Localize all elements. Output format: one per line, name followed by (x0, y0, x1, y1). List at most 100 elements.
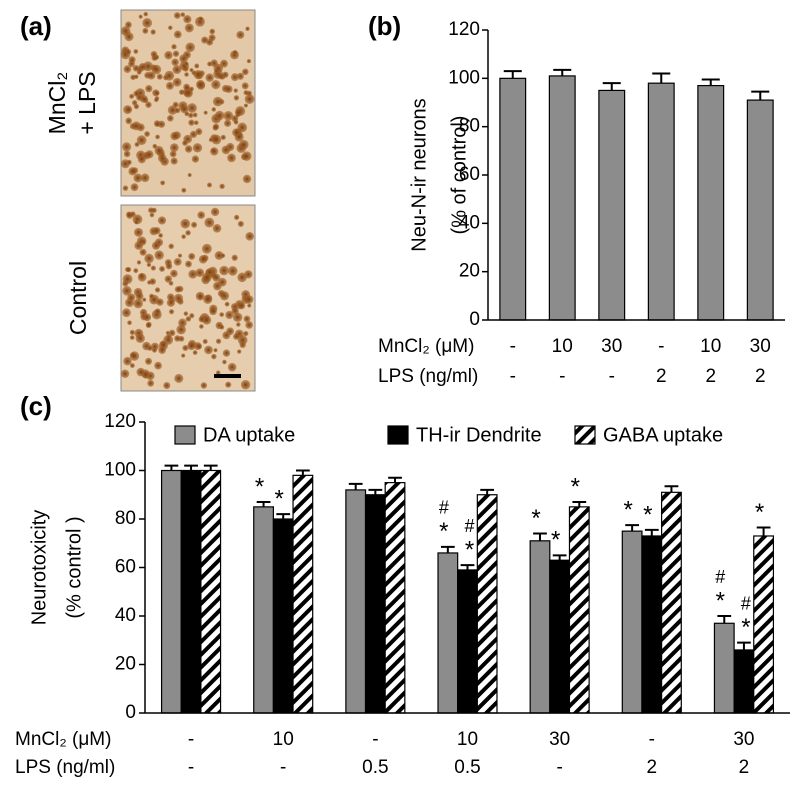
error-bar (751, 90, 770, 101)
cell (220, 134, 226, 140)
y-tick-label: 80 (459, 116, 480, 137)
cell (211, 79, 221, 90)
cell (183, 15, 192, 24)
cell (212, 223, 222, 233)
cell (181, 187, 187, 193)
cell (185, 42, 196, 53)
cell (176, 324, 186, 335)
cell (205, 73, 214, 82)
cell (235, 109, 243, 117)
cell (188, 252, 196, 260)
legend-swatch (574, 425, 596, 445)
y-axis-label: Neurotoxicity (28, 510, 50, 626)
bar (697, 84, 725, 321)
cell (154, 90, 160, 96)
cell (189, 67, 194, 73)
error-bar (701, 78, 720, 86)
cell (133, 227, 144, 237)
cell (231, 254, 238, 261)
legend-swatch (387, 425, 409, 445)
row-label: LPS (ng/ml) (378, 366, 478, 387)
cell (154, 361, 162, 370)
cell (206, 182, 212, 188)
cell (214, 251, 224, 260)
cell (192, 112, 198, 118)
error-bar (602, 82, 621, 91)
cell (136, 367, 146, 377)
cell (151, 347, 157, 353)
cell (184, 61, 189, 66)
cell (232, 312, 243, 323)
x-tick-label: - (188, 757, 194, 778)
bar (364, 494, 386, 714)
cell (196, 79, 205, 89)
cell (150, 265, 156, 271)
cell (122, 286, 132, 296)
cell (147, 345, 153, 351)
x-tick-label: - (372, 729, 378, 750)
panel-label: (a) (20, 11, 52, 41)
cell (133, 268, 139, 274)
cell (234, 214, 240, 221)
cell (126, 159, 132, 165)
row-label: MnCl₂ (μM) (378, 336, 474, 357)
x-tick-label: 2 (646, 757, 657, 778)
cell (142, 27, 149, 34)
bar (253, 506, 274, 714)
cell (243, 103, 249, 108)
cell (147, 379, 155, 387)
cell (165, 262, 173, 270)
bar (733, 649, 755, 714)
cell (171, 58, 179, 66)
annotation: * (255, 473, 264, 500)
cell (165, 330, 170, 336)
cell (183, 311, 189, 316)
cell (215, 370, 221, 375)
legend-label: GABA uptake (603, 424, 723, 446)
cell (134, 141, 140, 147)
cell (126, 267, 132, 273)
cell (173, 257, 182, 266)
row-label: MnCl₂ (μM) (15, 729, 111, 750)
x-tick-label: 30 (549, 729, 570, 750)
cell (134, 220, 139, 225)
cell (157, 216, 167, 225)
bar (598, 89, 626, 321)
cell (237, 272, 247, 283)
x-tick-label: 0.5 (454, 757, 480, 778)
cell (144, 357, 153, 365)
cell (217, 73, 222, 79)
error-bar (552, 554, 567, 561)
cell (130, 211, 136, 217)
cell (236, 30, 245, 39)
cell (136, 260, 142, 265)
cell (149, 212, 155, 218)
cell (210, 59, 218, 67)
x-tick-label: - (280, 757, 286, 778)
cell (203, 110, 208, 115)
cell (219, 312, 225, 318)
cell (188, 112, 194, 118)
bar (529, 540, 551, 714)
cell (182, 140, 188, 146)
cell (139, 94, 148, 103)
cell (149, 293, 154, 299)
y-tick-label: 40 (115, 605, 136, 626)
cell (172, 77, 182, 87)
cell (151, 241, 161, 250)
annotation: * (531, 505, 540, 532)
panel-label: (b) (368, 11, 401, 41)
cell (179, 54, 188, 64)
cell (211, 134, 222, 145)
y-tick-label: 20 (459, 261, 480, 282)
x-tick-label: 10 (273, 729, 294, 750)
cell (184, 72, 189, 77)
cell (172, 101, 179, 108)
cell (164, 70, 175, 81)
cell (156, 298, 164, 306)
x-tick-label: - (658, 336, 664, 357)
error-bar (164, 464, 179, 471)
cell (237, 302, 246, 310)
x-tick-label: 30 (750, 336, 771, 357)
cell (145, 101, 152, 108)
